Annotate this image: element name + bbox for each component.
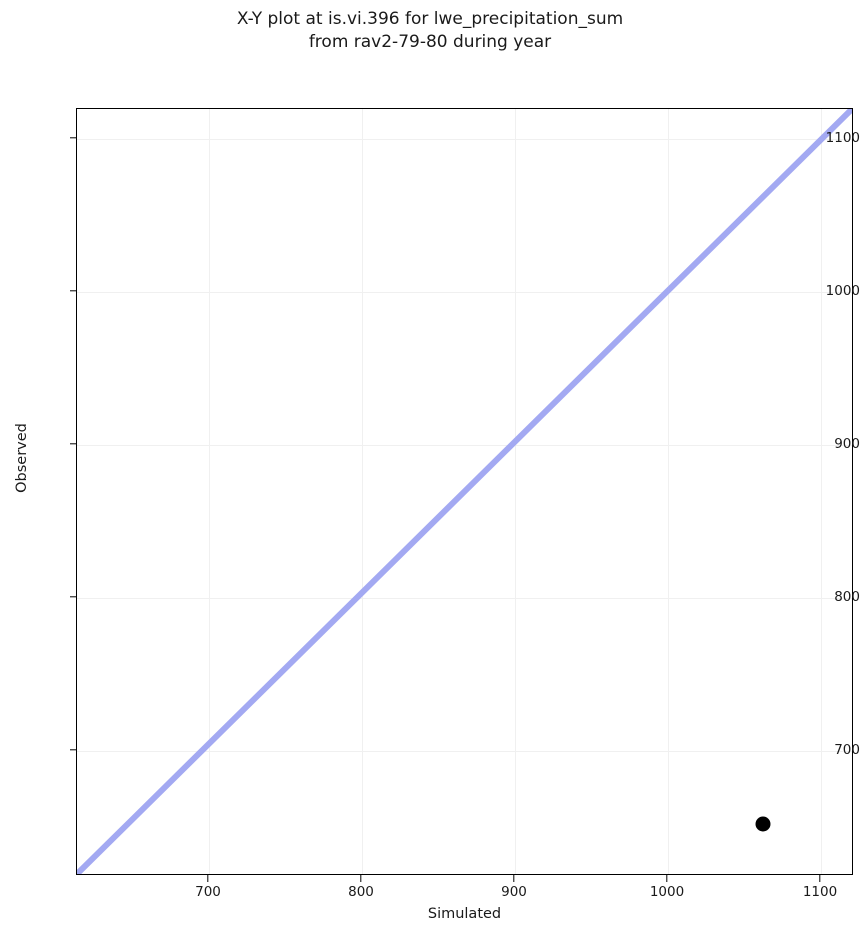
gridline-horizontal-1000 [77,292,852,293]
chart-title: X-Y plot at is.vi.396 for lwe_precipitat… [236,9,624,52]
identity-line [77,109,852,874]
plot-area [76,108,853,875]
ytick-label-700: 700 [834,742,860,758]
ytick-label-1100: 1100 [825,130,860,146]
ytick-mark-800 [70,596,77,598]
gridline-horizontal-1100 [77,139,852,140]
xtick-label-800: 800 [348,884,374,900]
gridline-vertical-900 [515,109,516,874]
ytick-mark-900 [70,443,77,445]
gridline-horizontal-700 [77,751,852,752]
ytick-label-900: 900 [834,436,860,452]
gridline-vertical-1100 [821,109,822,874]
gridline-horizontal-800 [77,598,852,599]
xtick-label-700: 700 [195,884,221,900]
data-point[interactable] [755,816,771,832]
xtick-label-1100: 1100 [802,884,838,900]
xtick-mark-800 [360,875,362,882]
ytick-label-800: 800 [834,589,860,605]
gridline-vertical-700 [209,109,210,874]
y-axis-label: Observed [14,423,30,493]
xtick-mark-700 [207,875,209,882]
gridline-vertical-800 [362,109,363,874]
ytick-mark-1000 [70,290,77,292]
xtick-label-1000: 1000 [649,884,685,900]
ytick-mark-700 [70,749,77,751]
gridline-vertical-1000 [668,109,669,874]
xtick-mark-1000 [666,875,668,882]
gridline-horizontal-900 [77,445,852,446]
xtick-mark-1100 [819,875,821,882]
ytick-mark-1100 [70,137,77,139]
xtick-label-900: 900 [501,884,527,900]
x-axis-label: Simulated [427,906,502,922]
xtick-mark-900 [513,875,515,882]
ytick-label-1000: 1000 [825,283,860,299]
